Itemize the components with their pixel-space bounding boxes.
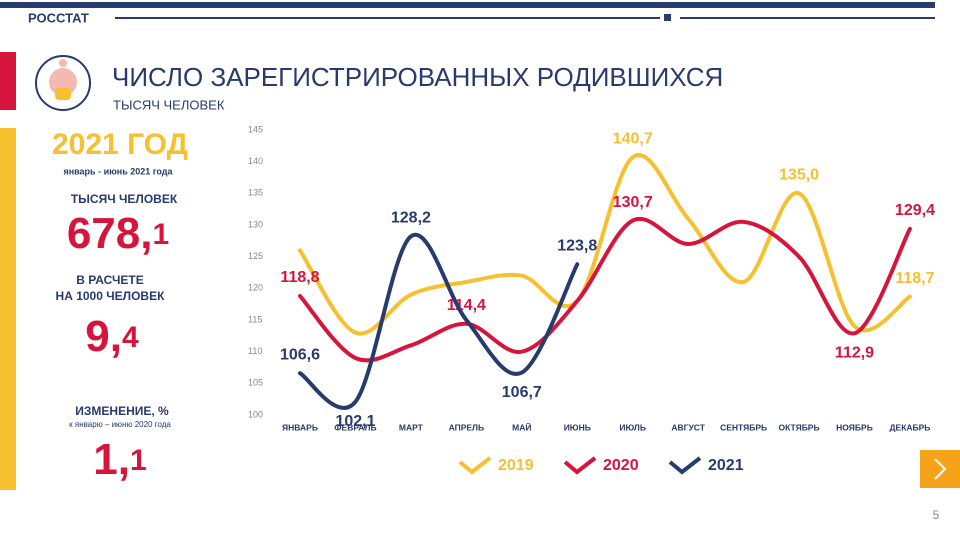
- legend-label: 2019: [498, 457, 534, 474]
- x-tick-label: НОЯБРЬ: [836, 422, 873, 432]
- y-tick-label: 100: [248, 409, 263, 419]
- org: РОССТАТ: [28, 10, 89, 25]
- y-tick-label: 140: [248, 156, 263, 166]
- change-label: ИЗМЕНЕНИЕ, %: [75, 404, 169, 418]
- x-tick-label: АВГУСТ: [671, 422, 705, 432]
- y-tick-label: 145: [248, 124, 263, 134]
- data-label: 123,8: [557, 237, 597, 254]
- data-label: 129,4: [895, 202, 935, 219]
- baby-icon: [35, 55, 91, 111]
- chart-title: ЧИСЛО ЗАРЕГИСТРИРОВАННЫХ РОДИВШИХСЯ: [112, 62, 723, 92]
- y-tick-label: 115: [248, 314, 262, 324]
- data-label: 106,7: [502, 384, 542, 401]
- year: 2021 ГОД: [52, 128, 188, 161]
- header-dot: [664, 14, 671, 21]
- x-tick-label: СЕНТЯБРЬ: [720, 422, 767, 432]
- page-number: 5: [933, 508, 940, 522]
- top-bar: [0, 2, 935, 8]
- accent-bar: [0, 52, 16, 110]
- x-tick-label: ОКТЯБРЬ: [779, 422, 820, 432]
- series-line: [298, 153, 912, 336]
- legend-label: 2020: [603, 457, 639, 474]
- data-label: 102,1: [335, 413, 375, 430]
- x-tick-label: ДЕКАБРЬ: [889, 422, 930, 432]
- rate-fraction: 4: [122, 321, 139, 354]
- change-fraction: 1: [130, 444, 147, 477]
- y-tick-label: 110: [248, 346, 262, 356]
- change-main: 1,: [93, 435, 130, 484]
- data-label: 106,6: [280, 346, 320, 363]
- chart-subtitle: ТЫСЯЧ ЧЕЛОВЕК: [113, 97, 225, 112]
- y-tick-label: 125: [248, 251, 263, 261]
- data-label: 128,2: [391, 210, 431, 227]
- legend-swatch: [458, 456, 492, 475]
- accent-bar: [0, 128, 16, 490]
- data-label: 118,8: [280, 269, 319, 286]
- data-label: 118,7: [895, 270, 934, 287]
- data-label: 140,7: [613, 130, 653, 147]
- legend-label: 2021: [708, 457, 744, 474]
- rate-main: 9,: [85, 312, 122, 361]
- x-tick-label: ФЕВРАЛЬ: [334, 422, 376, 432]
- legend-swatch: [563, 456, 597, 475]
- next-arrow: [934, 458, 947, 480]
- total-main: 678,: [67, 209, 153, 258]
- y-tick-label: 130: [248, 219, 263, 229]
- x-tick-label: МАЙ: [512, 421, 531, 432]
- data-label: 112,9: [835, 345, 874, 362]
- data-label: 130,7: [613, 194, 653, 211]
- change-note: к январю – июню 2020 года: [69, 420, 171, 429]
- total-label: ТЫСЯЧ ЧЕЛОВЕК: [71, 192, 178, 206]
- data-label: 135,0: [779, 167, 819, 184]
- total-fraction: 1: [152, 218, 169, 251]
- rate: 9,4: [85, 312, 139, 361]
- x-tick-label: ЯНВАРЬ: [282, 422, 318, 432]
- y-tick-label: 120: [248, 283, 263, 293]
- x-tick-label: ИЮЛЬ: [619, 422, 646, 432]
- change: 1,1: [93, 435, 146, 484]
- y-tick-label: 135: [248, 188, 263, 198]
- next-button[interactable]: [920, 450, 960, 488]
- rate-label: В РАСЧЕТЕ: [76, 273, 143, 287]
- legend-swatch: [668, 456, 702, 475]
- series-line: [298, 216, 912, 363]
- period: январь - июнь 2021 года: [63, 166, 173, 176]
- total: 678,1: [67, 209, 169, 258]
- x-tick-label: АПРЕЛЬ: [449, 422, 485, 432]
- series-line: [298, 232, 580, 410]
- x-tick-label: МАРТ: [399, 422, 424, 432]
- rate-label: НА 1000 ЧЕЛОВЕК: [56, 289, 166, 303]
- x-tick-label: ИЮНЬ: [564, 422, 591, 432]
- y-tick-label: 105: [248, 378, 263, 388]
